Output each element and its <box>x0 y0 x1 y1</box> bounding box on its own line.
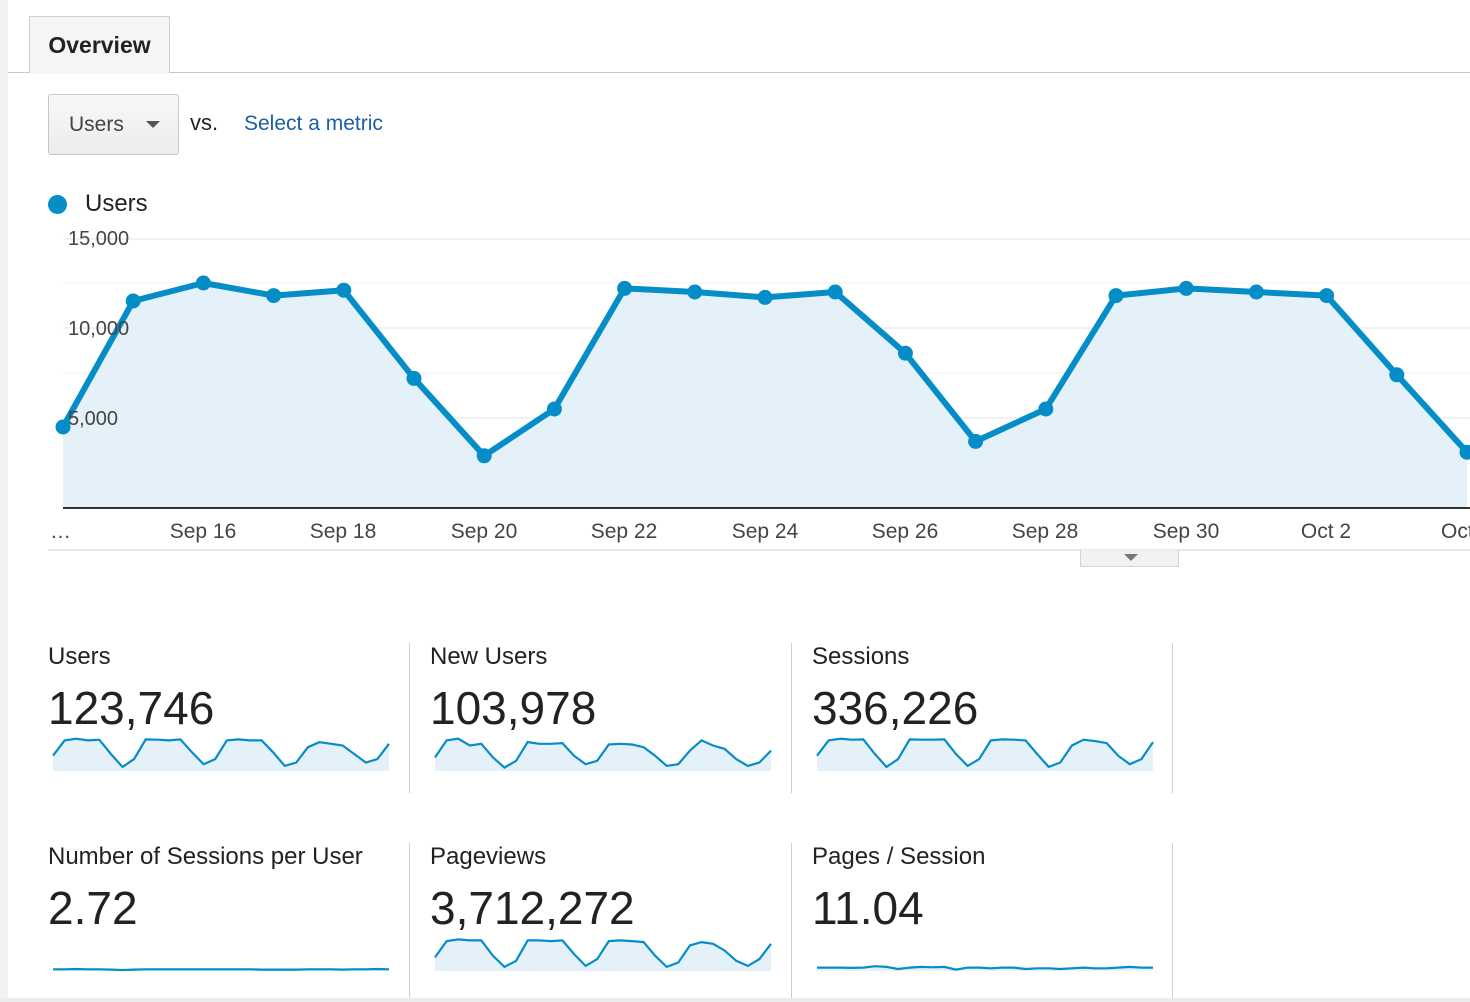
tab-bar-line <box>8 72 1470 73</box>
x-tick-label: … <box>50 520 71 543</box>
scorecard-label: Sessions <box>812 643 910 670</box>
x-tick-label: Sep 26 <box>872 520 939 543</box>
scorecard-divider <box>1172 643 1173 793</box>
metric-dropdown-label: Users <box>69 112 124 136</box>
scorecard-divider <box>791 643 792 793</box>
data-point[interactable] <box>897 345 913 361</box>
scorecard-value: 2.72 <box>48 882 138 934</box>
data-point[interactable] <box>476 448 492 464</box>
scorecard-new-users[interactable]: New Users 103,978 <box>430 643 775 793</box>
scorecard-value: 3,712,272 <box>430 882 635 934</box>
left-edge <box>0 0 8 1002</box>
sparkline <box>434 737 772 771</box>
select-metric-link[interactable]: Select a metric <box>244 112 383 135</box>
sparkline <box>52 737 390 771</box>
sparkline-area <box>817 738 1153 771</box>
chart-expand-toggle[interactable] <box>1080 550 1179 567</box>
scorecard-divider <box>409 643 410 793</box>
x-tick-label: Sep 30 <box>1153 520 1220 543</box>
x-tick-label: Sep 28 <box>1012 520 1079 543</box>
data-point[interactable] <box>1038 401 1054 417</box>
data-point[interactable] <box>827 284 843 300</box>
data-point[interactable] <box>195 275 211 291</box>
series-area-users <box>63 283 1470 508</box>
scorecard-value: 123,746 <box>48 682 215 734</box>
tab-overview[interactable]: Overview <box>29 16 170 74</box>
users-line-chart[interactable]: 5,000 10,000 15,000 … Sep 16 Sep 18 Sep 20 Sep … <box>0 225 1470 555</box>
data-point[interactable] <box>406 370 422 386</box>
y-tick-label: 5,000 <box>68 408 118 430</box>
sparkline-line <box>434 938 772 969</box>
scorecard-label: Pageviews <box>430 843 547 870</box>
data-point[interactable] <box>1319 288 1335 304</box>
sparkline-area <box>53 738 389 771</box>
bottom-edge <box>0 998 1470 1002</box>
sparkline-line <box>52 737 390 769</box>
x-tick-label: Oct 2 <box>1301 520 1351 543</box>
scorecard-pageviews[interactable]: Pageviews 3,712,272 <box>430 843 775 993</box>
data-point[interactable] <box>546 401 562 417</box>
scorecard-number-of-sessions-per-user[interactable]: Number of Sessions per User 2.72 <box>48 843 393 993</box>
data-point[interactable] <box>1108 288 1124 304</box>
x-tick-label: Sep 24 <box>732 520 799 543</box>
scorecard-value: 336,226 <box>812 682 979 734</box>
scorecard-pages-session[interactable]: Pages / Session 11.04 <box>812 843 1157 993</box>
y-tick-label: 15,000 <box>68 228 129 250</box>
sparkline-area <box>435 939 771 971</box>
data-point[interactable] <box>1178 280 1194 296</box>
scorecard-label: New Users <box>430 643 548 670</box>
data-point[interactable] <box>1389 367 1405 383</box>
data-point[interactable] <box>125 293 141 309</box>
scorecard-sessions[interactable]: Sessions 336,226 <box>812 643 1157 793</box>
data-point[interactable] <box>55 419 71 435</box>
scorecard-value: 103,978 <box>430 682 597 734</box>
chart-legend: Users <box>48 190 148 218</box>
metric-dropdown[interactable]: Users <box>48 94 179 155</box>
sparkline-area <box>435 738 771 771</box>
y-tick-label: 10,000 <box>68 318 129 340</box>
x-tick-label: Sep 22 <box>591 520 658 543</box>
legend-dot-icon <box>48 194 67 214</box>
sparkline <box>53 967 390 972</box>
sparkline-line <box>816 737 1154 769</box>
data-point[interactable] <box>687 284 703 300</box>
x-tick-label: Sep 20 <box>451 520 518 543</box>
data-point[interactable] <box>1248 284 1264 300</box>
dropdown-caret-icon <box>146 121 160 128</box>
sparkline-line <box>434 737 772 769</box>
scorecard-divider <box>791 843 792 998</box>
vs-label: vs. <box>190 110 219 135</box>
scorecard-users[interactable]: Users 123,746 <box>48 643 393 793</box>
data-point[interactable] <box>968 433 984 449</box>
sparkline-line <box>817 965 1153 971</box>
legend-label: Users <box>85 190 148 217</box>
sparkline <box>817 965 1153 971</box>
scorecard-divider <box>409 843 410 998</box>
x-tick-label: Sep 16 <box>170 520 237 543</box>
sparkline <box>434 938 772 971</box>
data-point[interactable] <box>1459 444 1470 460</box>
expand-arrow-icon <box>1124 554 1138 561</box>
scorecard-value: 11.04 <box>812 882 924 934</box>
data-point[interactable] <box>617 280 633 296</box>
data-point[interactable] <box>757 289 773 305</box>
scorecard-label: Pages / Session <box>812 843 986 870</box>
scorecard-label: Number of Sessions per User <box>48 843 363 870</box>
data-point[interactable] <box>266 288 282 304</box>
scorecard-label: Users <box>48 643 111 670</box>
sparkline-line <box>53 967 390 972</box>
scorecard-divider <box>1172 843 1173 998</box>
x-tick-label: Oct <box>1441 520 1470 543</box>
sparkline <box>816 737 1154 771</box>
data-point[interactable] <box>336 282 352 298</box>
x-tick-label: Sep 18 <box>310 520 377 543</box>
